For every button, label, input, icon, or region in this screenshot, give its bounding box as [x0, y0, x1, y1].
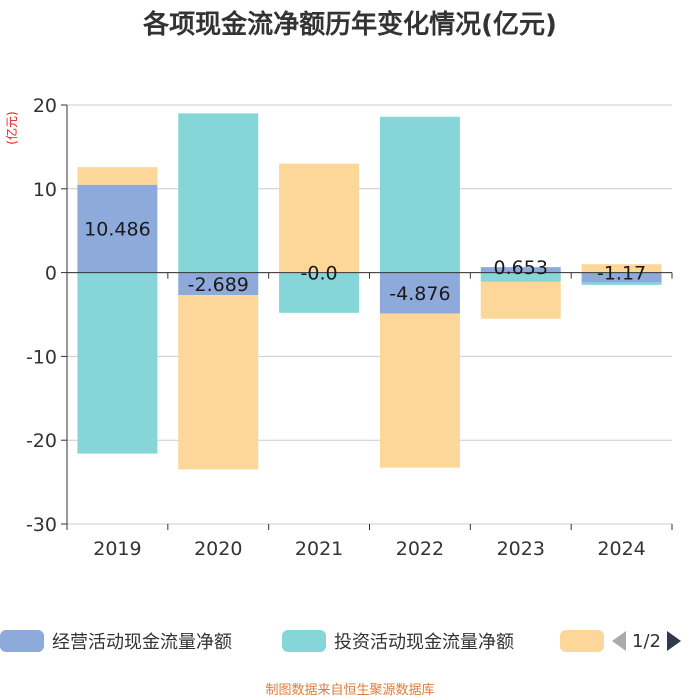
- bar-2023-series-2: [480, 281, 561, 319]
- bar-2023-series-1: [480, 272, 561, 282]
- chart-title: 各项现金流净额历年变化情况(亿元): [143, 10, 557, 40]
- bar-2021-series-2: [279, 163, 360, 273]
- y-tick-label: -10: [26, 346, 57, 368]
- x-tick-label: 2021: [295, 538, 343, 560]
- x-tick-label: 2019: [93, 538, 141, 560]
- bar-2019-series-2: [77, 167, 158, 185]
- y-tick-label: -30: [26, 514, 57, 536]
- data-label-2024: -1.17: [597, 263, 646, 285]
- bar-2020-series-2: [178, 295, 259, 470]
- legend-page-indicator: 1/2: [632, 630, 661, 652]
- bar-2024-series-0: [581, 272, 662, 283]
- y-axis-label: (亿元): [4, 111, 19, 144]
- y-tick-label: 10: [33, 179, 57, 201]
- x-tick-label: 2024: [597, 538, 645, 560]
- bar-2024-series-1: [581, 282, 662, 285]
- legend-item-investing[interactable]: 投资活动现金流量净额: [282, 626, 514, 656]
- bar-2019-series-0: [77, 184, 158, 273]
- x-tick-label: 2023: [497, 538, 545, 560]
- legend-item-financing[interactable]: [560, 626, 604, 656]
- legend-swatch-financing: [560, 630, 604, 652]
- chevron-left-icon[interactable]: [612, 631, 626, 651]
- bar-2022-series-1: [379, 116, 460, 273]
- bar-2021-series-1: [279, 272, 360, 313]
- data-label-2020: -2.689: [188, 274, 249, 296]
- legend-swatch-operating: [0, 630, 44, 652]
- legend-label-investing: 投资活动现金流量净额: [334, 632, 514, 653]
- data-label-2022: -4.876: [389, 283, 450, 305]
- data-label-2019: 10.486: [84, 219, 150, 241]
- bar-2019-series-1: [77, 272, 158, 454]
- legend-swatch-investing: [282, 630, 326, 652]
- legend-label-operating: 经营活动现金流量净额: [52, 632, 232, 653]
- bar-2020-series-0: [178, 272, 259, 296]
- legend-item-operating[interactable]: 经营活动现金流量净额: [0, 626, 232, 656]
- bar-2023-series-0: [480, 267, 561, 273]
- y-tick-label: 20: [33, 95, 57, 117]
- y-tick-label: 0: [45, 263, 57, 285]
- data-label-2021: -0.0: [301, 263, 338, 285]
- y-tick-label: -20: [26, 430, 57, 452]
- source-footer: 制图数据来自恒生聚源数据库: [265, 683, 435, 698]
- data-label-2023: 0.653: [494, 257, 548, 279]
- x-tick-label: 2020: [194, 538, 242, 560]
- bar-2022-series-2: [379, 313, 460, 468]
- chevron-right-icon[interactable]: [666, 631, 681, 651]
- legend-pager: 1/2: [612, 626, 681, 656]
- legend: 经营活动现金流量净额 投资活动现金流量净额: [0, 626, 700, 656]
- x-tick-label: 2022: [396, 538, 444, 560]
- bar-2022-series-0: [379, 272, 460, 314]
- bar-2020-series-1: [178, 113, 259, 273]
- cashflow-chart: (亿元) -30 -20 -10 0 10 20 2019 2020 2021 2022 2023 20…: [4, 95, 673, 560]
- bar-2024-series-2: [581, 264, 662, 273]
